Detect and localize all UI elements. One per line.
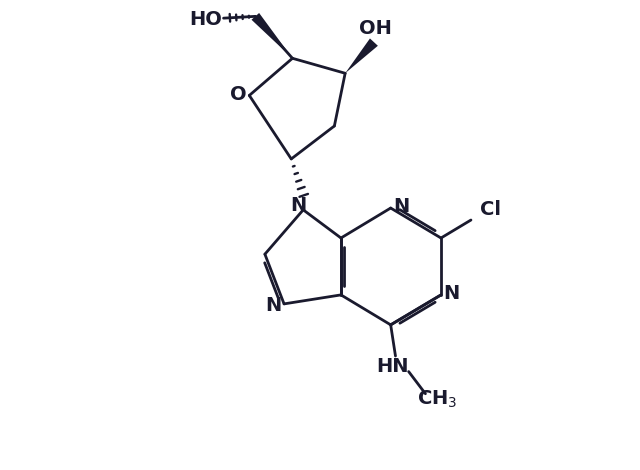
- Polygon shape: [252, 13, 292, 58]
- Text: CH$_3$: CH$_3$: [417, 389, 458, 410]
- Text: HN: HN: [376, 357, 409, 376]
- Text: O: O: [230, 85, 247, 104]
- Text: N: N: [265, 296, 282, 314]
- Text: OH: OH: [358, 19, 392, 38]
- Text: N: N: [291, 196, 307, 214]
- Text: N: N: [394, 197, 410, 216]
- Text: HO: HO: [189, 10, 222, 29]
- Text: N: N: [444, 284, 460, 303]
- Text: Cl: Cl: [479, 200, 500, 219]
- Polygon shape: [345, 39, 378, 73]
